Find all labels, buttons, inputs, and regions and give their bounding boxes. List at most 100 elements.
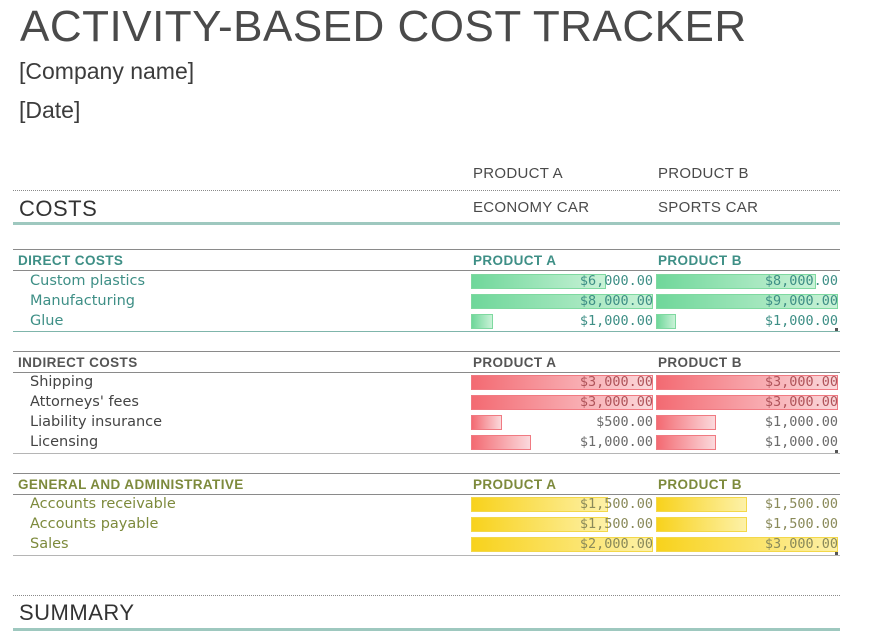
cell-value: $1,500.00 xyxy=(764,496,838,512)
cell-value: $8,000.00 xyxy=(764,273,838,289)
product-b-header: PRODUCT B xyxy=(658,165,749,182)
data-bar xyxy=(656,395,838,410)
data-bar xyxy=(471,415,502,430)
cell-value: $500.00 xyxy=(596,414,653,430)
cell-value: $1,500.00 xyxy=(764,516,838,532)
table-resize-handle[interactable] xyxy=(835,450,838,453)
cell-product-b[interactable]: $3,000.00 xyxy=(656,394,838,411)
row-label-accounts-payable: Accounts payable xyxy=(30,516,159,532)
data-bar xyxy=(471,497,608,512)
cell-value: $1,000.00 xyxy=(579,313,653,329)
summary-divider xyxy=(13,595,840,596)
company-name[interactable]: [Company name] xyxy=(19,58,195,84)
date-field[interactable]: [Date] xyxy=(19,97,81,123)
cell-value: $1,000.00 xyxy=(764,313,838,329)
data-bar xyxy=(656,294,838,309)
cell-product-a[interactable]: $8,000.00 xyxy=(471,293,653,310)
data-bar xyxy=(471,274,606,289)
group-col-b-header: PRODUCT B xyxy=(658,477,742,492)
group-col-b-header: PRODUCT B xyxy=(658,253,742,268)
data-bar xyxy=(471,517,608,532)
table-resize-handle[interactable] xyxy=(835,552,838,555)
data-bar xyxy=(656,375,838,390)
data-bar xyxy=(656,314,676,329)
cell-product-b[interactable]: $1,000.00 xyxy=(656,313,838,330)
group-col-a-header: PRODUCT A xyxy=(473,477,557,492)
group-bottom-rule xyxy=(13,331,840,332)
data-bar xyxy=(656,415,716,430)
cell-product-a[interactable]: $3,000.00 xyxy=(471,394,653,411)
cell-value: $1,500.00 xyxy=(579,516,653,532)
group-top-rule xyxy=(13,249,840,250)
product-a-description[interactable]: ECONOMY CAR xyxy=(473,199,590,216)
page-title: ACTIVITY-BASED COST TRACKER xyxy=(20,2,747,51)
cell-product-b[interactable]: $1,000.00 xyxy=(656,414,838,431)
group-top-rule xyxy=(13,351,840,352)
cell-product-a[interactable]: $1,500.00 xyxy=(471,496,653,513)
data-bar xyxy=(656,537,838,552)
summary-rule xyxy=(13,628,840,631)
group-col-b-header: PRODUCT B xyxy=(658,355,742,370)
group-title-direct-costs: DIRECT COSTS xyxy=(18,253,124,268)
cell-value: $3,000.00 xyxy=(579,394,653,410)
cell-value: $1,000.00 xyxy=(579,434,653,450)
cell-product-a[interactable]: $500.00 xyxy=(471,414,653,431)
cell-product-a[interactable]: $6,000.00 xyxy=(471,273,653,290)
group-col-a-header: PRODUCT A xyxy=(473,355,557,370)
row-label-manufacturing: Manufacturing xyxy=(30,293,135,309)
costs-title: COSTS xyxy=(19,196,98,221)
cell-product-a[interactable]: $1,000.00 xyxy=(471,434,653,451)
group-bottom-rule xyxy=(13,453,840,454)
cell-product-b[interactable]: $3,000.00 xyxy=(656,374,838,391)
data-bar xyxy=(471,435,531,450)
data-bar xyxy=(471,314,493,329)
data-bar xyxy=(656,497,747,512)
cell-product-a[interactable]: $1,500.00 xyxy=(471,516,653,533)
cell-product-b[interactable]: $3,000.00 xyxy=(656,536,838,553)
group-bottom-rule xyxy=(13,555,840,556)
cell-product-a[interactable]: $1,000.00 xyxy=(471,313,653,330)
group-header-rule xyxy=(13,494,840,495)
cell-product-b[interactable]: $1,500.00 xyxy=(656,496,838,513)
row-label-licensing: Licensing xyxy=(30,434,99,450)
group-header-rule xyxy=(13,372,840,373)
row-label-liability-insurance: Liability insurance xyxy=(30,414,163,430)
cell-product-a[interactable]: $3,000.00 xyxy=(471,374,653,391)
data-bar xyxy=(471,375,653,390)
product-b-description[interactable]: SPORTS CAR xyxy=(658,199,759,216)
data-bar xyxy=(656,517,747,532)
group-col-a-header: PRODUCT A xyxy=(473,253,557,268)
cell-value: $2,000.00 xyxy=(579,536,653,552)
cell-value: $1,000.00 xyxy=(764,434,838,450)
row-label-accounts-receivable: Accounts receivable xyxy=(30,496,176,512)
row-label-shipping: Shipping xyxy=(30,374,94,390)
cell-value: $3,000.00 xyxy=(764,394,838,410)
summary-title: SUMMARY xyxy=(19,600,135,625)
cell-value: $3,000.00 xyxy=(579,374,653,390)
header-divider xyxy=(13,190,840,191)
row-label-sales: Sales xyxy=(30,536,69,552)
cell-product-b[interactable]: $8,000.00 xyxy=(656,273,838,290)
cell-value: $1,000.00 xyxy=(764,414,838,430)
data-bar xyxy=(656,274,816,289)
cell-product-a[interactable]: $2,000.00 xyxy=(471,536,653,553)
cell-product-b[interactable]: $1,000.00 xyxy=(656,434,838,451)
row-label-attorneys-fees: Attorneys' fees xyxy=(30,394,139,410)
data-bar xyxy=(471,537,653,552)
cell-product-b[interactable]: $9,000.00 xyxy=(656,293,838,310)
group-title-indirect-costs: INDIRECT COSTS xyxy=(18,355,138,370)
cell-value: $9,000.00 xyxy=(764,293,838,309)
product-a-header: PRODUCT A xyxy=(473,165,563,182)
cell-value: $8,000.00 xyxy=(579,293,653,309)
data-bar xyxy=(471,395,653,410)
group-title-general-administrative: GENERAL AND ADMINISTRATIVE xyxy=(18,477,244,492)
cell-value: $6,000.00 xyxy=(579,273,653,289)
data-bar xyxy=(471,294,653,309)
table-resize-handle[interactable] xyxy=(835,328,838,331)
group-top-rule xyxy=(13,473,840,474)
cell-value: $1,500.00 xyxy=(579,496,653,512)
cell-product-b[interactable]: $1,500.00 xyxy=(656,516,838,533)
data-bar xyxy=(656,435,716,450)
row-label-custom-plastics: Custom plastics xyxy=(30,273,146,289)
group-header-rule xyxy=(13,270,840,271)
